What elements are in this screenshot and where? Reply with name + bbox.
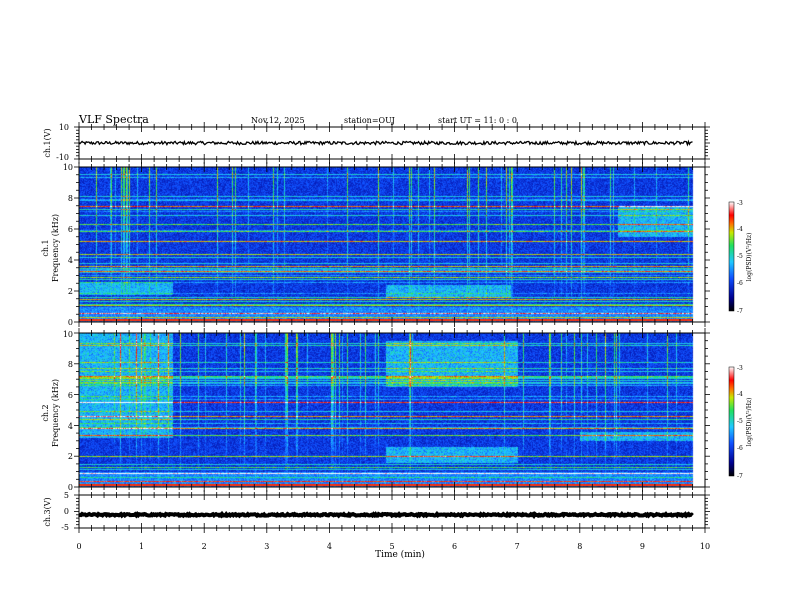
x-axis-tick-labels: 0 1 2 3 4 5 6 7 8 9 10	[76, 542, 710, 551]
cb1-tick-m6: -6	[737, 280, 743, 287]
cb1-label: log(PSD)(V²/Hz)	[746, 233, 753, 282]
ch2-spectrogram-panel: 0 2 4 6 8 10 ch.2 Frequency (kHz) -3 -4 …	[41, 328, 753, 492]
station-label: station=OUJ	[344, 116, 395, 125]
ch1-spectrogram-panel: 0 2 4 6 8 10 ch.1 Frequency (kHz) -3 -4 …	[41, 162, 753, 327]
cb1-tick-m7: -7	[737, 308, 743, 315]
date-label: Nov.12, 2025	[251, 116, 305, 125]
ch3-ytick-top: 5	[64, 491, 69, 500]
spec1-ylabel: Frequency (kHz)	[51, 214, 60, 282]
cb1-tick-m4: -4	[737, 226, 743, 233]
ch2-spectrogram-image	[79, 333, 705, 487]
spec1-ytick-10: 10	[63, 163, 73, 172]
x-tick-label: 7	[515, 542, 520, 551]
cb1-tick-m3: -3	[737, 200, 743, 207]
ch1-ytick-top: 10	[59, 123, 69, 132]
x-tick-label: 4	[327, 542, 332, 551]
x-tick-label: 2	[202, 542, 207, 551]
ch3-waveform-panel: 5 0 -5 ch.3(V)	[43, 490, 710, 533]
x-axis-label: Time (min)	[375, 549, 425, 560]
spec1-ylabel-channel: ch.1	[41, 239, 50, 256]
ch3-ytick-mid: 0	[64, 507, 69, 516]
spec2-ytick-2: 2	[68, 452, 73, 461]
spec1-ytick-6: 6	[68, 225, 73, 234]
x-tick-label: 0	[76, 542, 81, 551]
x-tick-label: 5	[389, 542, 394, 551]
ch1-colorbar	[728, 201, 735, 312]
ch1-ytick-bottom: -10	[56, 153, 69, 162]
cb2-tick-m6: -6	[737, 445, 743, 452]
spec2-ytick-0: 0	[68, 483, 73, 492]
cb2-tick-m5: -5	[737, 418, 743, 425]
cb1-tick-m5: -5	[737, 253, 743, 260]
cb2-label: log(PSD)(V²/Hz)	[746, 398, 753, 447]
start-time-label: start UT = 11: 0 : 0	[438, 116, 517, 125]
ch1-ylabel: ch.1(V)	[43, 128, 52, 157]
cb2-tick-m4: -4	[737, 391, 743, 398]
ch1-waveform-panel: 10 -10 ch.1(V)	[43, 122, 710, 164]
x-tick-label: 10	[700, 542, 710, 551]
spec1-ytick-4: 4	[68, 256, 73, 265]
ch1-trace	[78, 139, 693, 147]
x-tick-label: 6	[452, 542, 457, 551]
spec1-ytick-8: 8	[68, 194, 73, 203]
spec1-ytick-0: 0	[68, 318, 73, 327]
spec1-ytick-2: 2	[68, 287, 73, 296]
ch2-colorbar	[728, 366, 735, 477]
ch3-ylabel: ch.3(V)	[43, 497, 52, 526]
ch1-spectrogram-image	[79, 167, 705, 322]
x-tick-label: 8	[577, 542, 582, 551]
spec2-ytick-6: 6	[68, 391, 73, 400]
ch3-ytick-bottom: -5	[61, 523, 69, 532]
spec2-ylabel: Frequency (kHz)	[51, 379, 60, 447]
ch3-trace	[78, 510, 694, 520]
cb2-tick-m7: -7	[737, 473, 743, 480]
x-tick-label: 9	[640, 542, 645, 551]
spec2-ytick-8: 8	[68, 360, 73, 369]
x-tick-label: 3	[264, 542, 269, 551]
cb2-tick-m3: -3	[737, 365, 743, 372]
spec2-ytick-4: 4	[68, 422, 73, 431]
chart-title: VLF Spectra	[78, 113, 149, 126]
spec2-ylabel-channel: ch.2	[41, 404, 50, 421]
x-tick-label: 1	[139, 542, 144, 551]
spec2-ytick-10: 10	[63, 330, 73, 339]
